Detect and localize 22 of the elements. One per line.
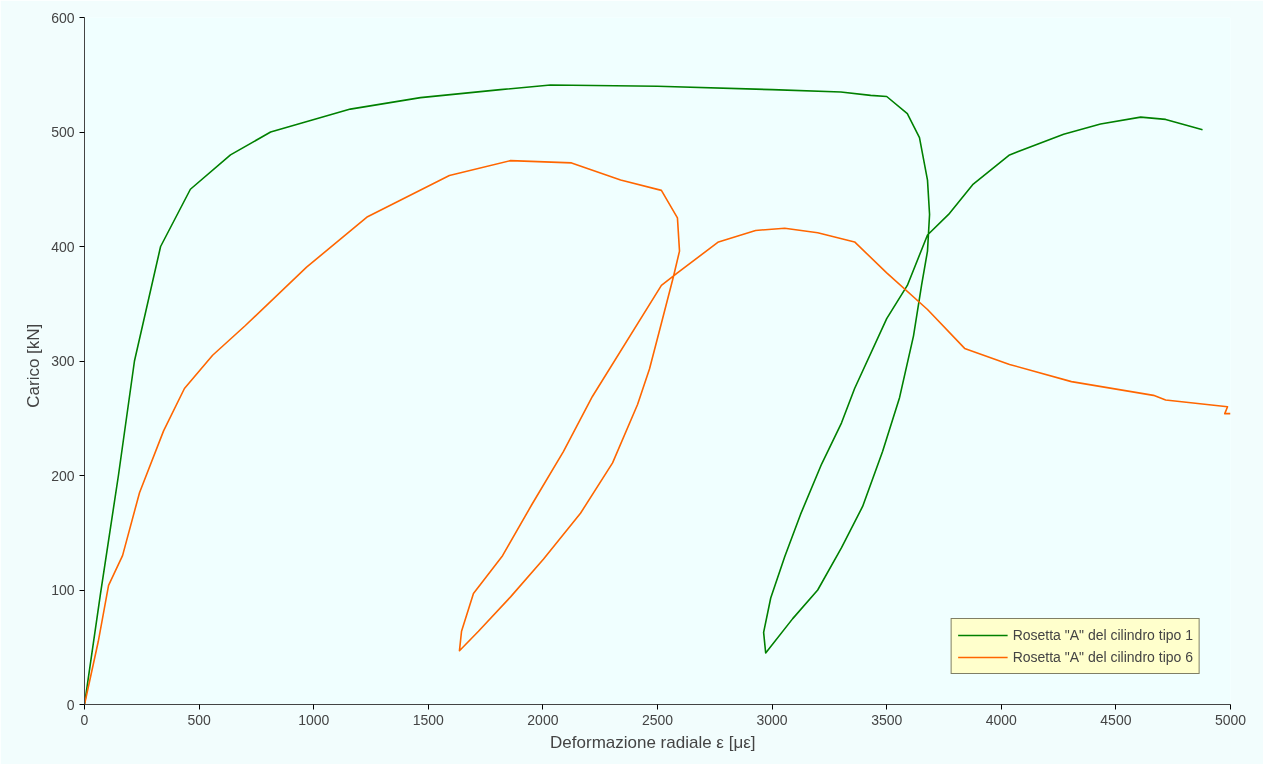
x-tick-label: 0: [80, 711, 89, 728]
x-tick-label: 5000: [1214, 711, 1247, 728]
y-tick-label: 300: [51, 353, 75, 369]
x-tick-label: 2500: [641, 711, 674, 728]
y-tick-label: 600: [51, 9, 75, 26]
x-tick-label: 2000: [527, 711, 559, 728]
legend-label: Rosetta "A" del cilindro tipo 1: [1012, 627, 1193, 643]
y-axis-title: Carico [kN]: [24, 323, 44, 408]
x-axis-title: Deformazione radiale ε [με]: [550, 732, 756, 752]
x-tick-label: 3000: [756, 711, 788, 728]
y-tick-label: 500: [51, 124, 75, 140]
y-tick-label: 400: [51, 238, 75, 255]
legend-label: Rosetta "A" del cilindro tipo 6: [1012, 649, 1193, 665]
y-tick-label: 100: [51, 582, 75, 598]
x-tick-label: 1000: [298, 711, 330, 728]
x-tick-label: 1500: [412, 711, 445, 728]
y-tick-label: 200: [51, 467, 75, 484]
x-tick-label: 4500: [1100, 711, 1132, 728]
x-tick-label: 3500: [871, 711, 903, 728]
y-tick-label: 0: [66, 696, 75, 713]
x-tick-label: 4000: [985, 711, 1018, 728]
x-tick-label: 500: [187, 711, 211, 728]
